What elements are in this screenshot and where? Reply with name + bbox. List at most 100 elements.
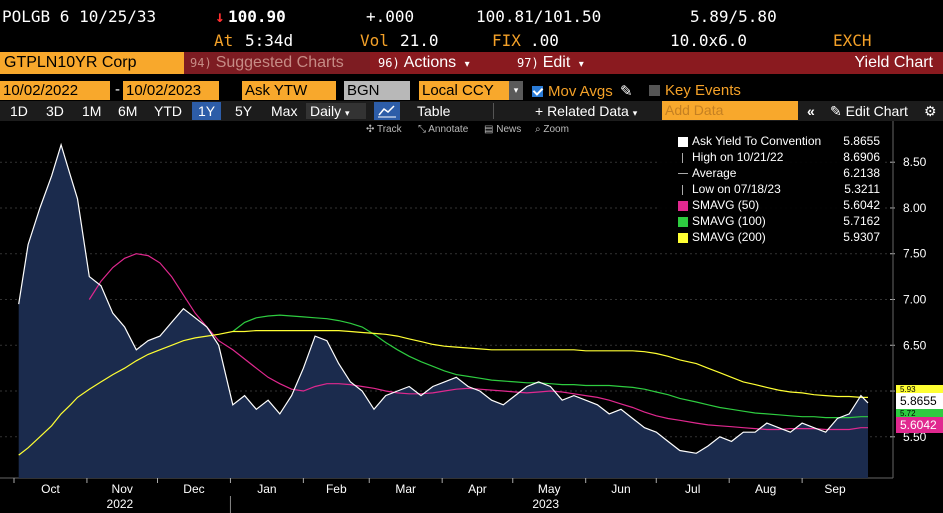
month-label: Nov xyxy=(112,482,133,496)
settings-gear-icon[interactable]: ⚙ xyxy=(924,103,937,119)
security-field[interactable]: GTPLN10YR Corp xyxy=(0,52,184,74)
collapse-icon[interactable]: « xyxy=(807,103,815,119)
track-icon: ✣ xyxy=(366,124,377,135)
fix-value: .00 xyxy=(530,31,559,50)
suggested-num: 94) xyxy=(190,56,212,70)
currency-dropdown-icon: ▾ xyxy=(509,81,523,100)
month-label: Sep xyxy=(824,482,846,496)
high-marker-icon xyxy=(682,153,683,163)
actions-label: Actions xyxy=(403,54,457,71)
sma50-swatch xyxy=(678,201,688,211)
year-label: 2023 xyxy=(532,497,559,511)
sma200-line xyxy=(18,330,868,456)
period-1y[interactable]: 1Y xyxy=(192,102,222,120)
month-label: Apr xyxy=(468,482,487,496)
period-1m[interactable]: 1M xyxy=(82,103,102,119)
news-tool[interactable]: ▤ News xyxy=(484,124,521,135)
news-label: News xyxy=(496,124,522,135)
y-tick-label: 8.50 xyxy=(903,155,927,169)
start-date-field[interactable]: 10/02/2022 xyxy=(0,81,110,100)
annotate-label: Annotate xyxy=(428,124,469,135)
mov-avgs-checkbox[interactable]: Mov Avgs ✎ xyxy=(532,82,633,100)
frequency-label: Daily xyxy=(310,103,342,119)
y-tick-label: 8.00 xyxy=(903,201,927,215)
edit-chart-pencil-icon: ✎ xyxy=(830,103,842,119)
actions-num: 96) xyxy=(378,56,400,70)
period-1d[interactable]: 1D xyxy=(10,103,28,119)
month-label: Mar xyxy=(395,482,416,496)
legend-high-label: High on 10/21/22 xyxy=(692,150,784,164)
line-chart-icon[interactable] xyxy=(374,102,400,120)
legend-low-value: 5.3211 xyxy=(844,182,880,196)
legend-sma200[interactable]: SMAVG (200) 5.9307 xyxy=(676,230,882,246)
controls-row: 10/02/2022 - 10/02/2023 Ask YTW BGN Loca… xyxy=(0,81,943,101)
legend-low-label: Low on 07/18/23 xyxy=(692,182,781,196)
add-data-input[interactable]: Add Data xyxy=(662,101,798,120)
sma100-line xyxy=(232,314,868,419)
toolbar-separator xyxy=(493,103,494,119)
legend-sma50-label: SMAVG (50) xyxy=(692,198,760,212)
vol-label: Vol xyxy=(360,31,389,50)
zoom-icon: ⌕ xyxy=(535,124,544,135)
legend-sma50[interactable]: SMAVG (50) 5.6042 xyxy=(676,198,882,214)
mov-avgs-edit-icon: ✎ xyxy=(619,83,633,100)
key-events-check-icon xyxy=(649,85,660,96)
legend-average: Average 6.2138 xyxy=(676,166,882,182)
average-marker-icon xyxy=(678,173,688,174)
field-select[interactable]: Ask YTW xyxy=(242,81,336,100)
news-icon: ▤ xyxy=(484,124,497,135)
month-label: Aug xyxy=(755,482,776,496)
key-events-checkbox[interactable]: Key Events xyxy=(649,82,741,99)
track-label: Track xyxy=(376,124,402,135)
date-separator: - xyxy=(115,81,120,98)
period-ytd[interactable]: YTD xyxy=(154,103,182,119)
actions-button[interactable]: 96) Actions ▾ xyxy=(372,52,510,74)
mov-avgs-label: Mov Avgs xyxy=(548,83,613,100)
sma50-tag: 5.6042 xyxy=(896,417,943,433)
legend-average-label: Average xyxy=(692,166,737,180)
annotate-tool[interactable]: ⤡ Annotate xyxy=(418,124,468,135)
end-date-field[interactable]: 10/02/2023 xyxy=(123,81,219,100)
related-data-button[interactable]: + Related Data ▾ xyxy=(535,103,637,119)
chart-legend: Ask Yield To Convention 5.8655 High on 1… xyxy=(658,131,884,247)
legend-average-value: 6.2138 xyxy=(843,166,880,180)
legend-ask-label: Ask Yield To Convention xyxy=(692,134,822,148)
period-max[interactable]: Max xyxy=(271,103,298,119)
frequency-select[interactable]: Daily ▾ xyxy=(306,103,366,119)
quote-row: POLGB 6 10/25/33 ↓ 100.90 +.000 100.81/1… xyxy=(0,4,943,28)
legend-sma200-label: SMAVG (200) xyxy=(692,230,766,244)
related-data-label: + Related Data xyxy=(535,103,629,119)
y-tick-label: 7.50 xyxy=(903,247,927,261)
month-label: Feb xyxy=(326,482,347,496)
frequency-caret-icon: ▾ xyxy=(345,108,350,118)
table-view-button[interactable]: Table xyxy=(417,103,451,119)
suggested-charts-button[interactable]: 94) Suggested Charts xyxy=(184,52,370,74)
legend-high: High on 10/21/22 8.6906 xyxy=(676,150,882,166)
sma200-swatch xyxy=(678,233,688,243)
legend-ask[interactable]: Ask Yield To Convention 5.8655 xyxy=(676,134,882,150)
ask-yield-tag: 5.8655 xyxy=(896,393,943,409)
sma200-tag: 5.93 xyxy=(896,385,943,394)
zoom-tool[interactable]: ⌕ Zoom xyxy=(535,124,569,135)
edit-chart-button[interactable]: ✎ Edit Chart xyxy=(830,103,908,120)
track-tool[interactable]: ✣ Track xyxy=(366,124,402,135)
ask-yield-line xyxy=(18,142,869,454)
period-toolbar: 1D 3D 1M 6M YTD 1Y 5Y Max Daily ▾ Table … xyxy=(0,101,943,121)
currency-label: Local CCY xyxy=(422,82,494,99)
sma100-tag: 5.72 xyxy=(896,409,943,418)
period-3d[interactable]: 3D xyxy=(46,103,64,119)
sma100-swatch xyxy=(678,217,688,227)
ask-yield-area xyxy=(18,144,868,479)
actions-caret-icon: ▾ xyxy=(464,59,470,70)
size: 10.0x6.0 xyxy=(670,31,748,50)
y-tick-label: 6.50 xyxy=(903,338,927,352)
currency-select[interactable]: Local CCY ▾ xyxy=(419,81,523,100)
month-label: Jun xyxy=(611,482,630,496)
period-5y[interactable]: 5Y xyxy=(235,103,253,119)
legend-sma100[interactable]: SMAVG (100) 5.7162 xyxy=(676,214,882,230)
period-6m[interactable]: 6M xyxy=(118,103,138,119)
month-label: May xyxy=(538,482,561,496)
source-field[interactable]: BGN xyxy=(344,81,410,100)
edit-caret-icon: ▾ xyxy=(578,59,584,70)
edit-button[interactable]: 97) Edit ▾ xyxy=(511,52,584,74)
